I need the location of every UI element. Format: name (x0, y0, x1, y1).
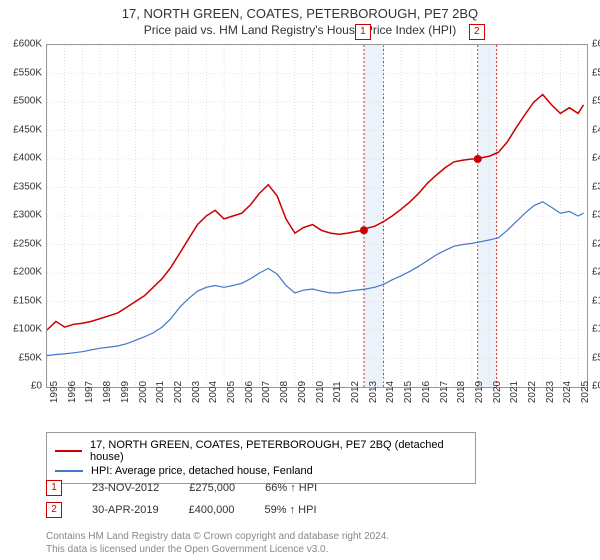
event-badge: 2 (46, 502, 62, 518)
y-tick-label: £350K (592, 181, 600, 192)
x-tick-label: 2024 (562, 381, 573, 403)
x-tick-label: 2006 (244, 381, 255, 403)
x-tick-label: 2009 (297, 381, 308, 403)
y-tick-label: £150K (13, 295, 42, 306)
x-tick-label: 1998 (102, 381, 113, 403)
x-tick-label: 1996 (67, 381, 78, 403)
x-tick-label: 2010 (315, 381, 326, 403)
event-date: 30-APR-2019 (92, 504, 159, 516)
event-row: 1 23-NOV-2012 £275,000 66% ↑ HPI (46, 480, 317, 496)
legend: 17, NORTH GREEN, COATES, PETERBOROUGH, P… (46, 432, 476, 484)
y-tick-label: £350K (13, 181, 42, 192)
x-tick-label: 2008 (279, 381, 290, 403)
x-tick-label: 2011 (332, 381, 343, 403)
y-tick-label: £200K (13, 267, 42, 278)
legend-item: 17, NORTH GREEN, COATES, PETERBOROUGH, P… (55, 439, 467, 463)
event-date: 23-NOV-2012 (92, 482, 159, 494)
x-tick-label: 2007 (261, 381, 272, 403)
footer-line: Contains HM Land Registry data © Crown c… (46, 530, 389, 543)
chart-title: 17, NORTH GREEN, COATES, PETERBOROUGH, P… (0, 0, 600, 21)
plot-svg (47, 45, 587, 387)
event-price: £400,000 (189, 504, 235, 516)
y-tick-label: £0 (31, 381, 42, 392)
x-tick-label: 2001 (155, 381, 166, 403)
chart-subtitle: Price paid vs. HM Land Registry's House … (0, 21, 600, 41)
legend-swatch (55, 470, 83, 472)
x-tick-label: 2025 (580, 381, 591, 403)
y-tick-label: £300K (13, 210, 42, 221)
x-tick-label: 2018 (456, 381, 467, 403)
y-tick-label: £550K (13, 67, 42, 78)
chart-marker-badge: 2 (469, 24, 485, 40)
x-tick-label: 2022 (527, 381, 538, 403)
event-row: 2 30-APR-2019 £400,000 59% ↑ HPI (46, 502, 317, 518)
legend-swatch (55, 450, 82, 452)
plot-area (46, 44, 588, 388)
x-tick-label: 2014 (385, 381, 396, 403)
legend-label: HPI: Average price, detached house, Fenl… (91, 465, 313, 477)
y-tick-label: £600K (592, 39, 600, 50)
x-tick-label: 1999 (120, 381, 131, 403)
x-tick-label: 2017 (439, 381, 450, 403)
event-price: £275,000 (189, 482, 235, 494)
y-tick-label: £600K (13, 39, 42, 50)
y-tick-label: £450K (592, 124, 600, 135)
legend-label: 17, NORTH GREEN, COATES, PETERBOROUGH, P… (90, 439, 467, 463)
event-pct: 59% ↑ HPI (265, 504, 317, 516)
x-tick-label: 1995 (49, 381, 60, 403)
y-tick-label: £250K (592, 238, 600, 249)
x-tick-label: 2002 (173, 381, 184, 403)
y-tick-label: £0 (592, 381, 600, 392)
x-tick-label: 2003 (191, 381, 202, 403)
x-tick-label: 2021 (509, 381, 520, 403)
x-tick-label: 2012 (350, 381, 361, 403)
y-tick-label: £50K (19, 352, 42, 363)
y-tick-label: £300K (592, 210, 600, 221)
y-tick-label: £100K (13, 324, 42, 335)
legend-item: HPI: Average price, detached house, Fenl… (55, 465, 467, 477)
x-tick-label: 2005 (226, 381, 237, 403)
x-tick-label: 1997 (84, 381, 95, 403)
footer-line: This data is licensed under the Open Gov… (46, 543, 389, 556)
x-tick-label: 2020 (492, 381, 503, 403)
y-tick-label: £100K (592, 324, 600, 335)
x-tick-label: 2013 (368, 381, 379, 403)
x-tick-label: 2016 (421, 381, 432, 403)
y-tick-label: £450K (13, 124, 42, 135)
x-tick-label: 2023 (545, 381, 556, 403)
x-tick-label: 2004 (208, 381, 219, 403)
x-tick-label: 2000 (138, 381, 149, 403)
y-tick-label: £250K (13, 238, 42, 249)
y-tick-label: £150K (592, 295, 600, 306)
y-tick-label: £400K (592, 153, 600, 164)
y-tick-label: £550K (592, 67, 600, 78)
footer: Contains HM Land Registry data © Crown c… (46, 530, 389, 556)
x-tick-label: 2015 (403, 381, 414, 403)
event-pct: 66% ↑ HPI (265, 482, 317, 494)
x-tick-label: 2019 (474, 381, 485, 403)
y-tick-label: £500K (592, 96, 600, 107)
y-tick-label: £200K (592, 267, 600, 278)
y-tick-label: £500K (13, 96, 42, 107)
event-badge: 1 (46, 480, 62, 496)
y-tick-label: £400K (13, 153, 42, 164)
chart-marker-badge: 1 (355, 24, 371, 40)
y-tick-label: £50K (592, 352, 600, 363)
chart-container: 17, NORTH GREEN, COATES, PETERBOROUGH, P… (0, 0, 600, 560)
